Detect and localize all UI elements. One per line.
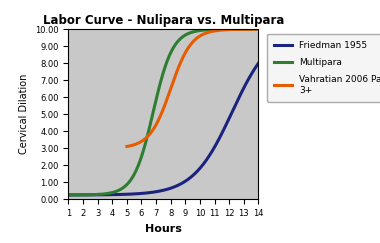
Friedman 1955: [256, 62, 261, 65]
Title: Labor Curve - Nulipara vs. Multipara: Labor Curve - Nulipara vs. Multipara: [43, 14, 284, 26]
Multipara: [252, 28, 256, 31]
Vahratian 2006 Para=1-
3+: [253, 28, 258, 31]
Multipara: [179, 36, 184, 39]
Multipara: [169, 50, 174, 53]
Vahratian 2006 Para=1-
3+: [196, 36, 200, 39]
Multipara: [157, 84, 162, 87]
Friedman 1955: [156, 190, 161, 193]
Multipara: [256, 28, 261, 31]
Vahratian 2006 Para=1-
3+: [187, 45, 192, 48]
Vahratian 2006 Para=1-
3+: [125, 145, 129, 148]
Friedman 1955: [169, 187, 174, 190]
Friedman 1955: [66, 193, 71, 196]
Line: Friedman 1955: Friedman 1955: [68, 63, 258, 195]
Multipara: [66, 193, 71, 196]
Friedman 1955: [252, 69, 256, 71]
Y-axis label: Cervical Dilation: Cervical Dilation: [19, 74, 30, 154]
Vahratian 2006 Para=1-
3+: [188, 44, 192, 47]
Multipara: [156, 88, 161, 91]
Friedman 1955: [222, 127, 226, 130]
Friedman 1955: [179, 182, 184, 185]
Vahratian 2006 Para=1-
3+: [256, 28, 261, 31]
Vahratian 2006 Para=1-
3+: [233, 28, 237, 31]
Line: Multipara: Multipara: [68, 29, 258, 195]
Friedman 1955: [157, 190, 162, 192]
Legend: Friedman 1955, Multipara, Vahratian 2006 Para=1-
3+: Friedman 1955, Multipara, Vahratian 2006…: [267, 34, 380, 102]
Line: Vahratian 2006 Para=1-
3+: Vahratian 2006 Para=1- 3+: [127, 29, 258, 147]
Multipara: [222, 28, 226, 31]
X-axis label: Hours: Hours: [145, 224, 182, 234]
Vahratian 2006 Para=1-
3+: [203, 32, 207, 35]
